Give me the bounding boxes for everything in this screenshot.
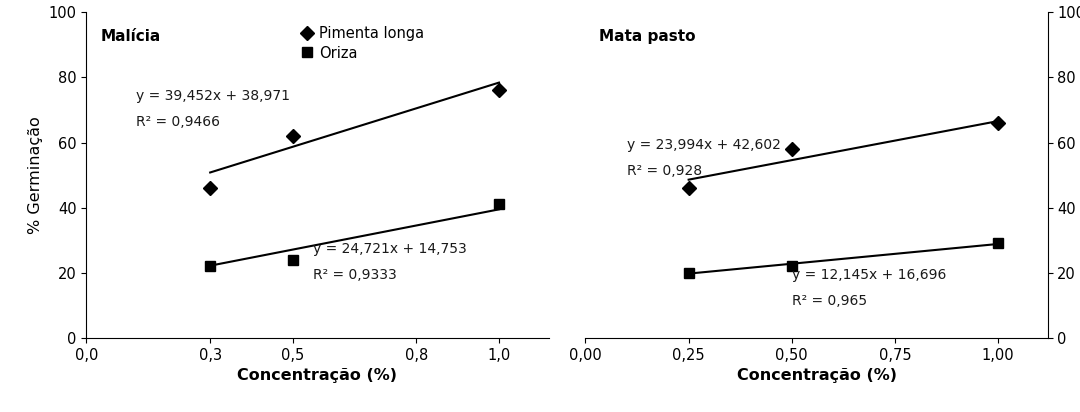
Oriza (991, 241, 1004, 246)
Text: y = 24,721x + 14,753: y = 24,721x + 14,753 (313, 242, 467, 256)
X-axis label: Concentração (%): Concentração (%) (238, 368, 397, 383)
Y-axis label: % Germinação: % Germinação (28, 116, 43, 234)
Pimenta longa (785, 147, 798, 152)
Oriza (492, 202, 505, 207)
Text: Mata pasto: Mata pasto (599, 29, 696, 44)
X-axis label: Concentração (%): Concentração (%) (737, 368, 896, 383)
Pimenta longa (683, 186, 696, 191)
Text: y = 12,145x + 16,696: y = 12,145x + 16,696 (792, 268, 946, 282)
Line: Pimenta longa: Pimenta longa (205, 86, 504, 193)
Pimenta longa (492, 88, 505, 93)
Oriza (785, 264, 798, 269)
Oriza (286, 257, 299, 262)
Pimenta longa (204, 186, 217, 191)
Pimenta longa (286, 133, 299, 138)
Text: Malícia: Malícia (100, 29, 161, 44)
Pimenta longa (991, 121, 1004, 126)
Text: y = 23,994x + 42,602: y = 23,994x + 42,602 (626, 138, 781, 152)
Line: Oriza: Oriza (684, 239, 1003, 278)
Text: R² = 0,9466: R² = 0,9466 (136, 115, 220, 129)
Line: Pimenta longa: Pimenta longa (684, 118, 1003, 193)
Oriza (204, 264, 217, 269)
Oriza (683, 270, 696, 275)
Line: Oriza: Oriza (205, 199, 504, 271)
Text: R² = 0,965: R² = 0,965 (792, 294, 867, 308)
Text: R² = 0,9333: R² = 0,9333 (313, 268, 397, 282)
Text: R² = 0,928: R² = 0,928 (626, 164, 702, 178)
Text: y = 39,452x + 38,971: y = 39,452x + 38,971 (136, 89, 289, 103)
Legend: Pimenta longa, Oriza: Pimenta longa, Oriza (301, 26, 424, 61)
